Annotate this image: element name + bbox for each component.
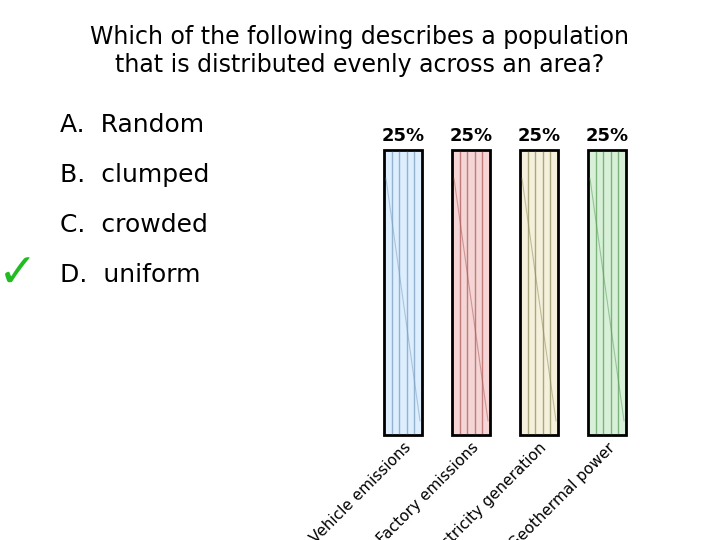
Text: 25%: 25%	[449, 127, 492, 145]
Text: 25%: 25%	[585, 127, 629, 145]
Bar	[452, 150, 490, 435]
Text: 25%: 25%	[382, 127, 425, 145]
Text: Factory emissions: Factory emissions	[374, 440, 482, 540]
Text: C.  crowded: C. crowded	[60, 213, 208, 237]
Text: that is distributed evenly across an area?: that is distributed evenly across an are…	[115, 53, 605, 77]
Bar	[588, 150, 626, 435]
Text: Electricity generation: Electricity generation	[423, 440, 549, 540]
Text: D.  uniform: D. uniform	[60, 263, 200, 287]
Text: 25%: 25%	[518, 127, 561, 145]
Text: ✓: ✓	[0, 253, 38, 298]
Text: A.  Random: A. Random	[60, 113, 204, 137]
Text: Vehicle emissions: Vehicle emissions	[307, 440, 413, 540]
Text: B.  clumped: B. clumped	[60, 163, 210, 187]
Text: Which of the following describes a population: Which of the following describes a popul…	[91, 25, 629, 49]
Text: Geothermal power: Geothermal power	[506, 440, 618, 540]
Bar	[384, 150, 422, 435]
Bar	[520, 150, 558, 435]
